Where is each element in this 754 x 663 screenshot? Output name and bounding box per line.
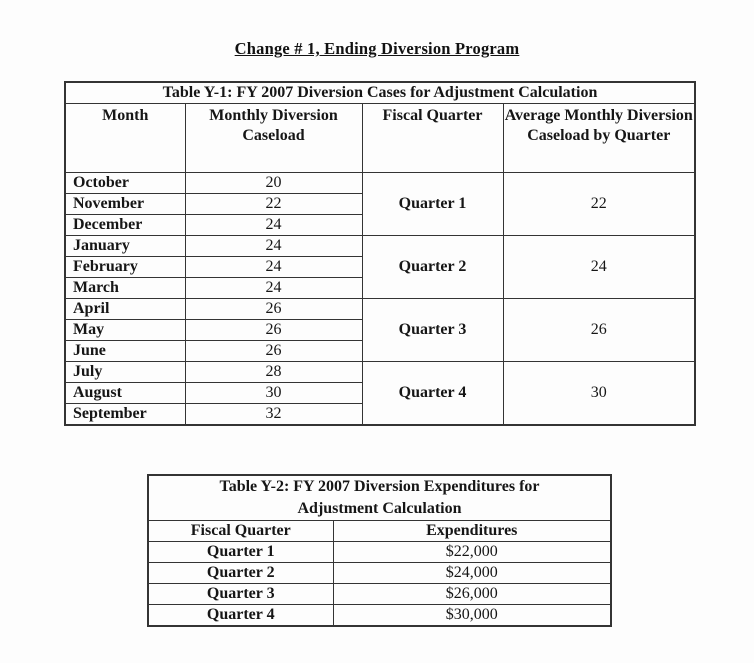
expenditure-cell: $26,000 [332, 583, 612, 605]
month-cell: November [64, 193, 186, 215]
table-row: Quarter 1 $22,000 [147, 541, 612, 563]
caseload-cell: 26 [184, 298, 363, 320]
quarter-cell: Quarter 3 [361, 298, 504, 362]
caseload-cell: 24 [184, 235, 363, 257]
table-y1-header-caseload: Monthly Diversion Caseload [184, 103, 363, 173]
table-row: July 28 Quarter 4 30 [64, 361, 696, 426]
caseload-cell: 20 [184, 172, 363, 194]
expenditure-cell: $30,000 [332, 604, 612, 627]
caseload-cell: 24 [184, 256, 363, 278]
month-cell: March [64, 277, 186, 299]
table-y2-title-line1: Table Y-2: FY 2007 Diversion Expenditure… [219, 478, 540, 495]
table-row: Quarter 2 $24,000 [147, 562, 612, 584]
quarter-cell: Quarter 1 [147, 541, 334, 563]
table-row: January 24 Quarter 2 24 [64, 235, 696, 299]
month-cell: October [64, 172, 186, 194]
table-row: May 26 [64, 319, 695, 341]
quarter-cell: Quarter 1 [361, 172, 504, 236]
month-cell: February [64, 256, 186, 278]
quarter-cell: Quarter 3 [147, 583, 334, 605]
month-cell: December [64, 214, 186, 236]
table-row: Quarter 3 $26,000 [147, 583, 612, 605]
table-y1-header-fiscal-quarter: Fiscal Quarter [361, 103, 504, 173]
table-y2-header-row: Fiscal Quarter Expenditures [147, 520, 612, 542]
quarter-cell: Quarter 4 [361, 361, 504, 426]
table-y1: Table Y-1: FY 2007 Diversion Cases for A… [64, 81, 696, 426]
table-y1-header-average: Average Monthly Diversion Caseload by Qu… [502, 103, 696, 173]
month-cell: May [64, 319, 186, 341]
month-cell: January [64, 235, 186, 257]
average-cell: 30 [502, 361, 696, 426]
table-y2-title: Table Y-2: FY 2007 Diversion Expenditure… [147, 474, 612, 521]
month-cell: August [64, 382, 186, 404]
caseload-cell: 32 [184, 403, 363, 426]
caseload-cell: 24 [184, 214, 363, 236]
average-cell: 24 [502, 235, 696, 299]
table-row: September 32 [64, 403, 695, 426]
expenditure-cell: $24,000 [332, 562, 612, 584]
table-row: August 30 [64, 382, 695, 404]
table-y1-header-month: Month [64, 103, 186, 173]
average-cell: 26 [502, 298, 696, 362]
caseload-cell: 26 [184, 340, 363, 362]
quarter-cell: Quarter 2 [147, 562, 334, 584]
table-y2-title-line2: Adjustment Calculation [297, 500, 462, 517]
caseload-cell: 30 [184, 382, 363, 404]
table-row: April 26 Quarter 3 26 [64, 298, 696, 362]
table-y1-header-row: Month Monthly Diversion Caseload Fiscal … [64, 103, 696, 173]
table-row: February 24 [64, 256, 695, 278]
document-title: Change # 1, Ending Diversion Program [234, 39, 520, 58]
quarter-cell: Quarter 2 [361, 235, 504, 299]
table-y1-title-row: Table Y-1: FY 2007 Diversion Cases for A… [64, 81, 696, 104]
table-y2-header-fiscal-quarter: Fiscal Quarter [147, 520, 334, 542]
table-y2-title-row: Table Y-2: FY 2007 Diversion Expenditure… [147, 474, 612, 521]
expenditure-cell: $22,000 [332, 541, 612, 563]
average-cell: 22 [502, 172, 696, 236]
quarter-cell: Quarter 4 [147, 604, 334, 627]
table-row: October 20 Quarter 1 22 [64, 172, 696, 236]
month-cell: July [64, 361, 186, 383]
table-y1-title: Table Y-1: FY 2007 Diversion Cases for A… [64, 81, 696, 104]
table-row: Quarter 4 $30,000 [147, 604, 612, 627]
caseload-cell: 24 [184, 277, 363, 299]
month-cell: June [64, 340, 186, 362]
caseload-cell: 22 [184, 193, 363, 215]
caseload-cell: 26 [184, 319, 363, 341]
table-y2-header-expenditures: Expenditures [332, 520, 612, 542]
table-y2: Table Y-2: FY 2007 Diversion Expenditure… [147, 474, 612, 627]
caseload-cell: 28 [184, 361, 363, 383]
month-cell: April [64, 298, 186, 320]
month-cell: September [64, 403, 186, 426]
